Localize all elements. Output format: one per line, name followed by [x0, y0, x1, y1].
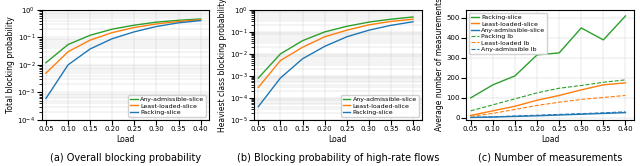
- X-axis label: Load: Load: [541, 135, 559, 144]
- X-axis label: Load: Load: [329, 135, 347, 144]
- Text: (b) Blocking probability of high-rate flows: (b) Blocking probability of high-rate fl…: [237, 153, 439, 163]
- Text: (c) Number of measurements: (c) Number of measurements: [478, 153, 623, 163]
- Y-axis label: Average number of measurements: Average number of measurements: [435, 0, 444, 131]
- X-axis label: Load: Load: [116, 135, 134, 144]
- Legend: Any-admissible-slice, Least-loaded-slice, Packing-slice: Any-admissible-slice, Least-loaded-slice…: [129, 95, 206, 117]
- Y-axis label: Heaviest class blocking probability: Heaviest class blocking probability: [218, 0, 227, 132]
- Legend: Any-admissible-slice, Least-loaded-slice, Packing-slice: Any-admissible-slice, Least-loaded-slice…: [341, 95, 419, 117]
- Y-axis label: Total blocking probability: Total blocking probability: [6, 16, 15, 113]
- Legend: Packing-slice, Least-loaded-slice, Any-admissible-slice, Packing lb, Least-loade: Packing-slice, Least-loaded-slice, Any-a…: [470, 13, 547, 54]
- Text: (a) Overall blocking probability: (a) Overall blocking probability: [50, 153, 201, 163]
